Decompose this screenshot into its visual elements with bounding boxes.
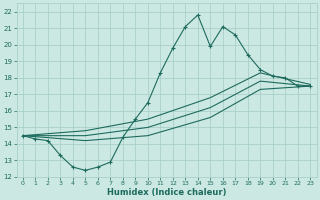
X-axis label: Humidex (Indice chaleur): Humidex (Indice chaleur) (107, 188, 226, 197)
